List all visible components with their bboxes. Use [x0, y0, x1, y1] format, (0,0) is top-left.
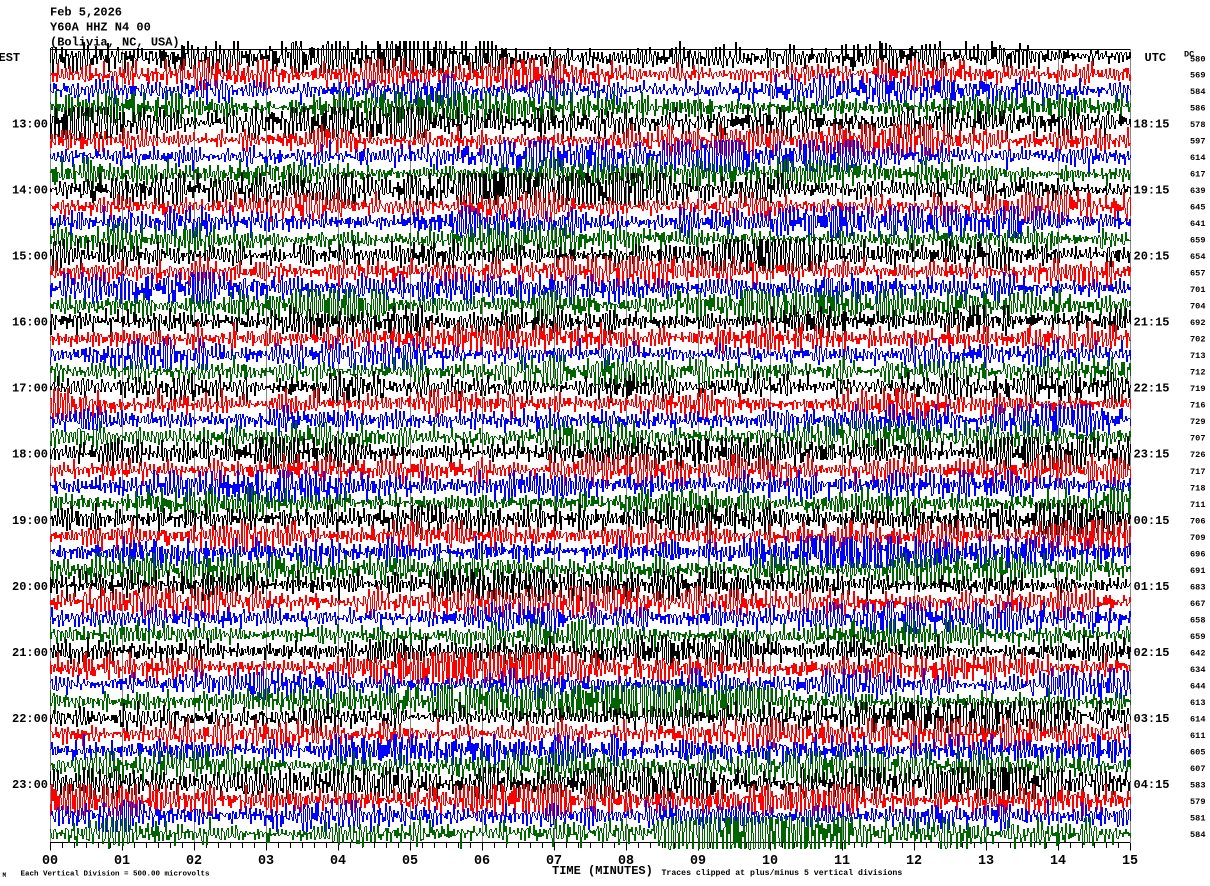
svg-text:12: 12 [906, 854, 922, 869]
svg-text:(Bolivia, NC, USA): (Bolivia, NC, USA) [50, 36, 180, 50]
svg-text:569: 569 [1190, 71, 1205, 81]
svg-text:605: 605 [1190, 747, 1205, 757]
svg-text:Each Vertical Division = 500.: Each Vertical Division = 500.00 microvol… [21, 871, 211, 879]
svg-text:711: 711 [1190, 500, 1205, 510]
svg-text:22:15: 22:15 [1134, 382, 1170, 396]
svg-text:17:00: 17:00 [12, 382, 48, 396]
svg-text:613: 613 [1190, 698, 1205, 708]
svg-text:18:00: 18:00 [12, 448, 48, 462]
svg-text:709: 709 [1190, 533, 1205, 543]
svg-text:10: 10 [762, 854, 778, 869]
svg-text:718: 718 [1190, 483, 1205, 493]
svg-text:19:00: 19:00 [12, 514, 48, 528]
svg-text:M: M [3, 872, 7, 879]
svg-text:UTC: UTC [1145, 51, 1167, 65]
svg-text:659: 659 [1190, 632, 1205, 642]
svg-text:716: 716 [1190, 401, 1205, 411]
svg-text:06: 06 [474, 854, 490, 869]
svg-text:712: 712 [1190, 368, 1205, 378]
svg-text:14: 14 [1050, 854, 1066, 869]
svg-text:658: 658 [1190, 615, 1205, 625]
svg-text:Y60A HHZ N4 00: Y60A HHZ N4 00 [50, 21, 151, 35]
svg-text:23:15: 23:15 [1134, 448, 1170, 462]
svg-text:00: 00 [42, 854, 58, 869]
svg-text:726: 726 [1190, 450, 1205, 460]
svg-text:614: 614 [1190, 153, 1205, 163]
svg-text:13: 13 [978, 854, 994, 869]
svg-text:Feb 5,2026: Feb 5,2026 [50, 6, 122, 20]
svg-text:21:15: 21:15 [1134, 316, 1170, 330]
svg-text:642: 642 [1190, 648, 1205, 658]
svg-text:EST: EST [0, 51, 20, 65]
svg-text:DC: DC [1184, 50, 1194, 60]
svg-text:04: 04 [330, 854, 346, 869]
svg-text:645: 645 [1190, 203, 1205, 213]
svg-text:21:00: 21:00 [12, 646, 48, 660]
svg-text:634: 634 [1190, 665, 1205, 675]
svg-text:639: 639 [1190, 186, 1205, 196]
svg-text:05: 05 [402, 854, 418, 869]
svg-text:701: 701 [1190, 285, 1205, 295]
svg-text:579: 579 [1190, 797, 1205, 807]
svg-text:691: 691 [1190, 566, 1205, 576]
svg-text:729: 729 [1190, 417, 1205, 427]
svg-text:04:15: 04:15 [1134, 778, 1170, 792]
svg-text:02: 02 [186, 854, 202, 869]
svg-text:704: 704 [1190, 302, 1205, 312]
svg-text:22:00: 22:00 [12, 712, 48, 726]
svg-text:13:00: 13:00 [12, 118, 48, 132]
svg-text:584: 584 [1190, 830, 1205, 840]
svg-text:611: 611 [1190, 731, 1205, 741]
svg-text:719: 719 [1190, 384, 1205, 394]
svg-text:586: 586 [1190, 104, 1205, 114]
svg-text:683: 683 [1190, 582, 1205, 592]
svg-text:02:15: 02:15 [1134, 646, 1170, 660]
svg-text:00:15: 00:15 [1134, 514, 1170, 528]
svg-text:01:15: 01:15 [1134, 580, 1170, 594]
svg-text:707: 707 [1190, 434, 1205, 444]
svg-text:706: 706 [1190, 516, 1205, 526]
svg-text:607: 607 [1190, 764, 1205, 774]
svg-text:584: 584 [1190, 87, 1205, 97]
svg-text:717: 717 [1190, 467, 1205, 477]
svg-text:23:00: 23:00 [12, 778, 48, 792]
svg-text:20:00: 20:00 [12, 580, 48, 594]
svg-text:713: 713 [1190, 351, 1205, 361]
svg-text:08: 08 [618, 854, 634, 869]
svg-text:18:15: 18:15 [1134, 118, 1170, 132]
svg-text:03:15: 03:15 [1134, 712, 1170, 726]
svg-text:614: 614 [1190, 714, 1205, 724]
svg-text:654: 654 [1190, 252, 1205, 262]
svg-text:702: 702 [1190, 335, 1205, 345]
svg-text:14:00: 14:00 [12, 184, 48, 198]
svg-text:659: 659 [1190, 236, 1205, 246]
svg-text:Traces clipped at plus/minus 5: Traces clipped at plus/minus 5 vertical … [662, 868, 903, 878]
svg-text:578: 578 [1190, 120, 1205, 130]
svg-text:644: 644 [1190, 681, 1205, 691]
svg-text:580: 580 [1190, 55, 1205, 65]
svg-text:692: 692 [1190, 318, 1205, 328]
svg-text:15: 15 [1122, 854, 1138, 869]
svg-text:07: 07 [546, 854, 562, 869]
svg-text:15:00: 15:00 [12, 250, 48, 264]
svg-text:696: 696 [1190, 549, 1205, 559]
svg-text:583: 583 [1190, 780, 1205, 790]
svg-text:09: 09 [690, 854, 706, 869]
svg-text:657: 657 [1190, 269, 1205, 279]
svg-text:03: 03 [258, 854, 274, 869]
svg-text:581: 581 [1190, 814, 1205, 824]
svg-text:01: 01 [114, 854, 130, 869]
svg-text:617: 617 [1190, 170, 1205, 180]
svg-text:TIME (MINUTES): TIME (MINUTES) [552, 864, 653, 878]
svg-text:19:15: 19:15 [1134, 184, 1170, 198]
svg-text:641: 641 [1190, 219, 1205, 229]
svg-text:16:00: 16:00 [12, 316, 48, 330]
svg-text:20:15: 20:15 [1134, 250, 1170, 264]
svg-text:11: 11 [834, 854, 850, 869]
svg-text:597: 597 [1190, 137, 1205, 147]
svg-text:667: 667 [1190, 599, 1205, 609]
